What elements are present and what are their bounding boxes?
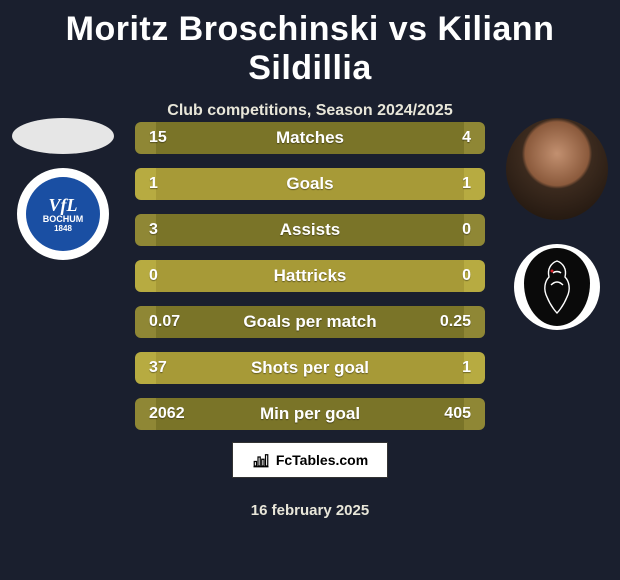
- player-right-avatar: [506, 118, 608, 220]
- stat-right-value: 1: [421, 359, 471, 377]
- stat-row: 1Goals1: [135, 168, 485, 200]
- fctables-watermark: FcTables.com: [232, 442, 388, 478]
- stat-right-value: 1: [421, 175, 471, 193]
- page-title: Moritz Broschinski vs Kiliann Sildillia: [0, 0, 620, 88]
- stat-right-value: 0: [421, 221, 471, 239]
- club-crest-freiburg: [514, 244, 600, 330]
- stat-right-value: 405: [421, 405, 471, 423]
- bochum-year-text: 1848: [54, 225, 72, 233]
- chart-icon: [252, 451, 270, 469]
- bochum-name-text: BOCHUM: [43, 215, 84, 224]
- bochum-crest-inner: VfL BOCHUM 1848: [26, 177, 100, 251]
- freiburg-griffin-icon: [537, 257, 577, 317]
- stat-row: 2062Min per goal405: [135, 398, 485, 430]
- stat-row: 0.07Goals per match0.25: [135, 306, 485, 338]
- comparison-date: 16 february 2025: [0, 502, 620, 519]
- player-left-avatar-placeholder: [12, 118, 114, 154]
- player-right-column: [502, 118, 612, 330]
- freiburg-crest-inner: [524, 248, 590, 326]
- stat-row: 37Shots per goal1: [135, 352, 485, 384]
- watermark-text: FcTables.com: [276, 452, 368, 468]
- player-left-column: VfL BOCHUM 1848: [8, 118, 118, 260]
- stat-row: 3Assists0: [135, 214, 485, 246]
- stat-row: 15Matches4: [135, 122, 485, 154]
- bochum-vfl-text: VfL: [49, 196, 78, 214]
- stat-row: 0Hattricks0: [135, 260, 485, 292]
- club-crest-bochum: VfL BOCHUM 1848: [17, 168, 109, 260]
- stat-right-value: 0: [421, 267, 471, 285]
- stats-rows-container: 15Matches4 1Goals1 3Assists0 0Hattricks0 0.0…: [135, 122, 485, 430]
- stat-right-value: 4: [421, 129, 471, 147]
- stat-right-value: 0.25: [421, 313, 471, 331]
